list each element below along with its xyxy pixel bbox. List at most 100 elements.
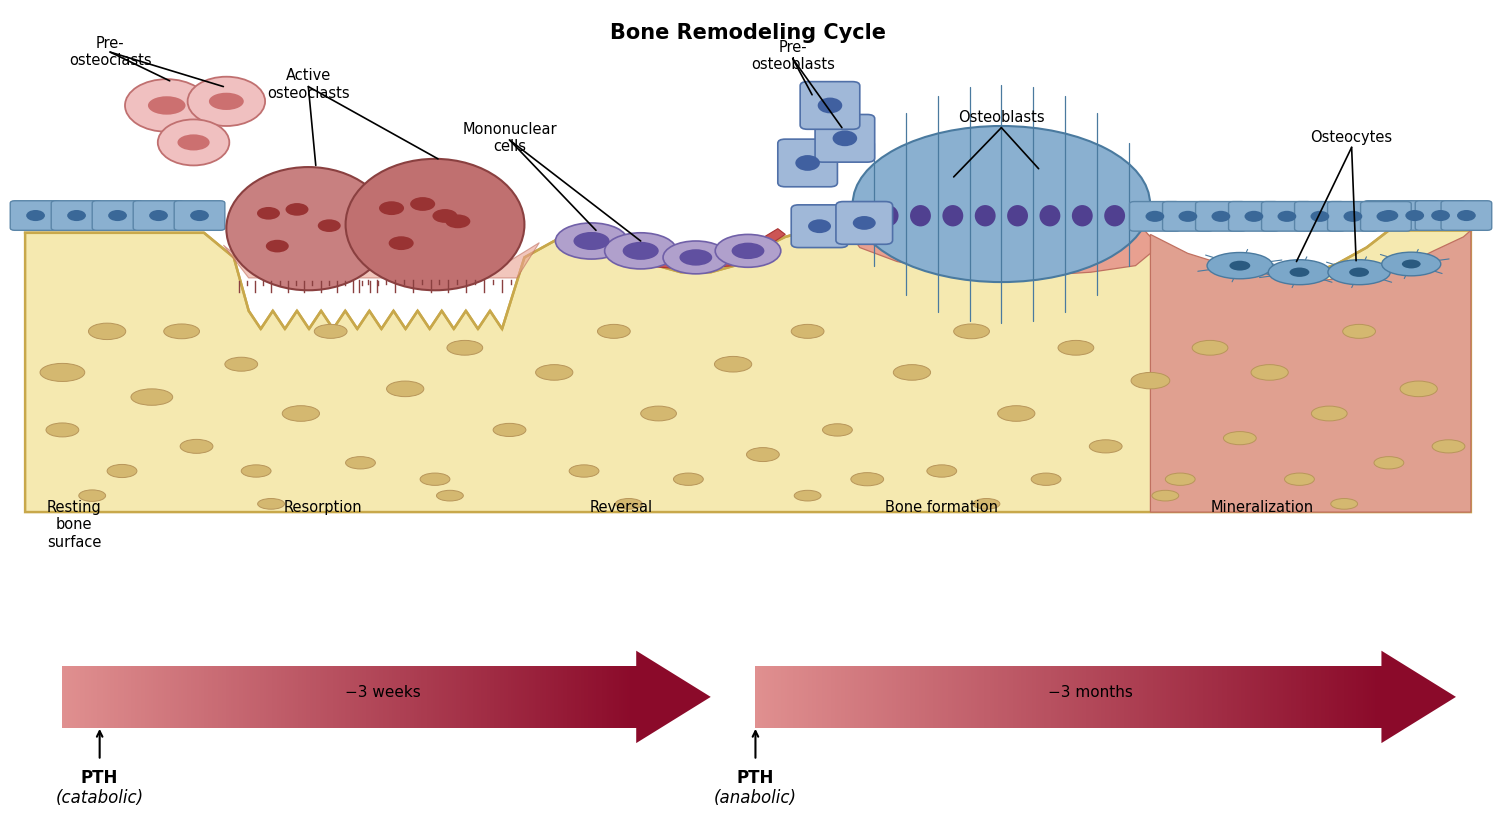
Bar — [79, 666, 84, 728]
Circle shape — [286, 203, 308, 216]
Bar — [1281, 666, 1285, 728]
Ellipse shape — [1343, 211, 1363, 222]
Ellipse shape — [126, 79, 208, 131]
Bar — [1266, 666, 1270, 728]
Bar — [159, 666, 162, 728]
Ellipse shape — [1131, 372, 1170, 389]
Bar — [551, 666, 554, 728]
Bar — [242, 666, 247, 728]
Bar — [426, 666, 431, 728]
Bar — [1180, 666, 1183, 728]
Ellipse shape — [715, 356, 751, 372]
Bar — [168, 666, 172, 728]
Ellipse shape — [283, 406, 320, 421]
Bar — [498, 666, 501, 728]
Circle shape — [446, 214, 470, 228]
Bar — [939, 666, 944, 728]
Bar — [1138, 666, 1141, 728]
Bar — [775, 666, 778, 728]
Ellipse shape — [190, 210, 209, 221]
Ellipse shape — [187, 77, 265, 126]
Bar — [296, 666, 299, 728]
Bar — [124, 666, 127, 728]
Polygon shape — [1381, 651, 1456, 743]
Bar — [99, 666, 102, 728]
Bar — [387, 666, 390, 728]
Bar — [375, 666, 378, 728]
Bar — [443, 666, 446, 728]
Bar — [634, 666, 637, 728]
Bar — [1331, 666, 1334, 728]
Bar — [793, 666, 797, 728]
Bar — [362, 666, 365, 728]
Bar — [250, 666, 254, 728]
Bar — [1107, 666, 1110, 728]
Bar — [485, 666, 488, 728]
Text: Resorption: Resorption — [284, 500, 362, 514]
Bar — [908, 666, 913, 728]
Bar — [1245, 666, 1249, 728]
Bar — [486, 666, 489, 728]
Bar — [592, 666, 595, 728]
Bar — [118, 666, 121, 728]
Bar — [260, 666, 263, 728]
Text: Osteoblasts: Osteoblasts — [957, 109, 1044, 125]
Bar — [69, 666, 72, 728]
Bar — [1082, 666, 1086, 728]
Bar — [280, 666, 283, 728]
FancyBboxPatch shape — [133, 201, 184, 230]
Bar — [383, 666, 386, 728]
Bar — [625, 666, 628, 728]
Bar — [220, 666, 223, 728]
Bar — [555, 666, 560, 728]
Bar — [1297, 666, 1302, 728]
Bar — [1058, 666, 1061, 728]
Bar — [1043, 666, 1046, 728]
Bar — [1191, 666, 1194, 728]
Bar — [73, 666, 78, 728]
Text: Pre-
osteoblasts: Pre- osteoblasts — [751, 40, 835, 72]
Bar — [275, 666, 278, 728]
Bar — [1227, 666, 1230, 728]
Bar — [162, 666, 166, 728]
Bar — [63, 666, 66, 728]
Bar — [1310, 666, 1313, 728]
Ellipse shape — [1071, 205, 1092, 227]
Bar — [1218, 666, 1222, 728]
Bar — [215, 666, 220, 728]
Bar — [1129, 666, 1134, 728]
Bar — [586, 666, 589, 728]
Bar — [378, 666, 383, 728]
Bar — [600, 666, 603, 728]
Ellipse shape — [1328, 260, 1390, 284]
Ellipse shape — [1373, 457, 1403, 469]
Bar — [1379, 666, 1382, 728]
Circle shape — [257, 207, 280, 220]
Bar — [892, 666, 895, 728]
Ellipse shape — [796, 155, 820, 171]
Bar — [809, 666, 814, 728]
Ellipse shape — [209, 93, 244, 110]
Bar — [799, 666, 803, 728]
Bar — [945, 666, 950, 728]
Bar — [221, 666, 224, 728]
Bar — [187, 666, 190, 728]
Bar — [1363, 666, 1366, 728]
Bar — [966, 666, 971, 728]
Bar — [325, 666, 329, 728]
Bar — [307, 666, 310, 728]
Bar — [323, 666, 326, 728]
Bar — [368, 666, 371, 728]
Bar — [1336, 666, 1339, 728]
Bar — [823, 666, 826, 728]
Ellipse shape — [1343, 324, 1375, 338]
Bar — [1080, 666, 1083, 728]
Text: PTH: PTH — [81, 769, 118, 786]
Bar — [133, 666, 136, 728]
Bar — [160, 666, 163, 728]
Ellipse shape — [1251, 365, 1288, 380]
Bar — [1050, 666, 1055, 728]
Bar — [1255, 666, 1260, 728]
Bar — [404, 666, 407, 728]
Bar — [1228, 666, 1233, 728]
